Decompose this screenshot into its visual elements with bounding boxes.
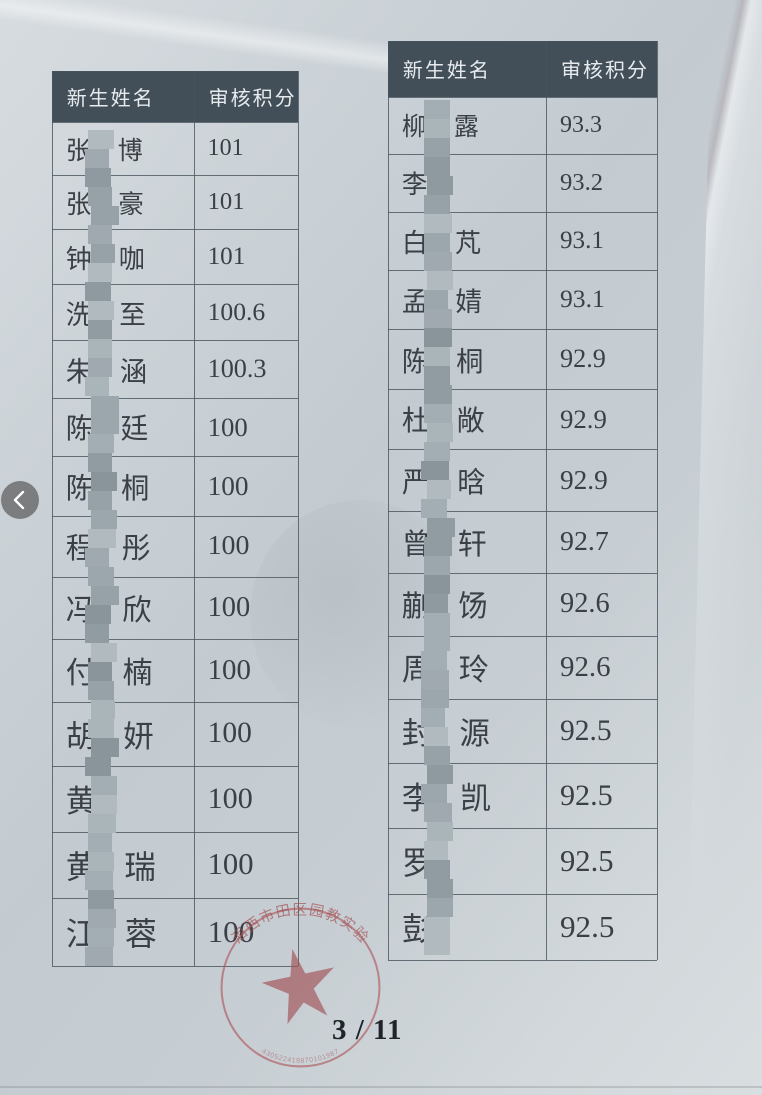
svg-text:洄西市田区园教实验: 洄西市田区园教实验 — [229, 902, 373, 947]
